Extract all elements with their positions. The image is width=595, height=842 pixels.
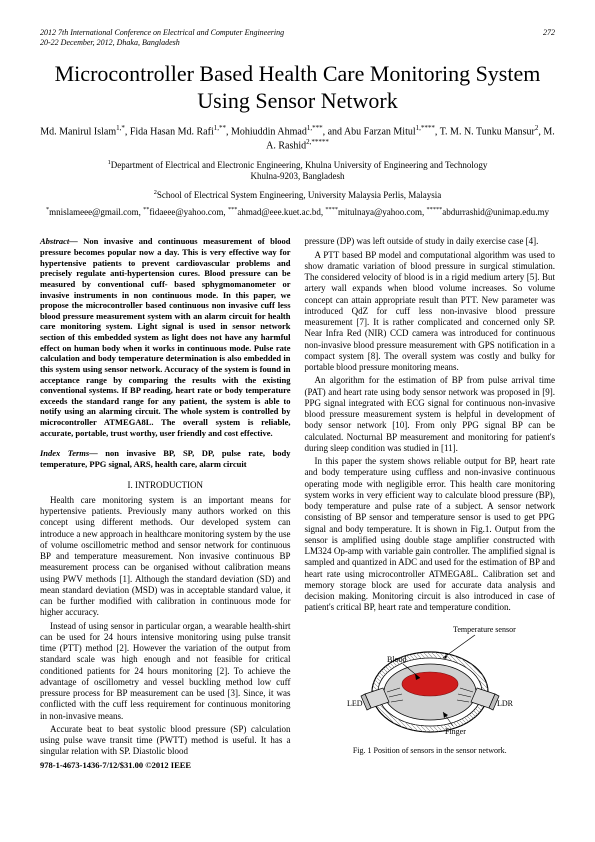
led-label: LED: [347, 699, 363, 708]
temp-sensor-label: Temperature sensor: [453, 625, 516, 634]
right-column: pressure (DP) was left outside of study …: [305, 236, 556, 770]
right-para-2: An algorithm for the estimation of BP fr…: [305, 375, 556, 454]
affiliation-2: 2School of Electrical System Engineering…: [40, 189, 555, 202]
abstract-text: Non invasive and continuous measurement …: [40, 236, 291, 437]
right-para-1: A PTT based BP model and computational a…: [305, 250, 556, 374]
intro-para-1: Health care monitoring system is an impo…: [40, 495, 291, 619]
abstract: Abstract— Non invasive and continuous me…: [40, 236, 291, 438]
index-terms-label: Index Terms—: [40, 448, 98, 458]
figure-1-svg: Temperature sensor: [325, 622, 535, 742]
right-para-0: pressure (DP) was left outside of study …: [305, 236, 556, 247]
conference-header-line1: 2012 7th International Conference on Ele…: [40, 28, 555, 38]
emails: *mnislameee@gmail.com, **fidaeee@yahoo.c…: [40, 206, 555, 219]
authors-line: Md. Manirul Islam1,*, Fida Hasan Md. Raf…: [40, 124, 555, 153]
abstract-label: Abstract—: [40, 236, 78, 246]
affiliation-1: 1Department of Electrical and Electronic…: [40, 159, 555, 172]
section-introduction-heading: I. INTRODUCTION: [40, 480, 291, 491]
paper-title: Microcontroller Based Health Care Monito…: [40, 61, 555, 114]
two-column-body: Abstract— Non invasive and continuous me…: [40, 236, 555, 770]
index-terms: Index Terms— non invasive BP, SP, DP, pu…: [40, 448, 291, 469]
intro-para-2: Instead of using sensor in particular or…: [40, 621, 291, 722]
intro-para-3: Accurate beat to beat systolic blood pre…: [40, 724, 291, 758]
finger-label: Finger: [445, 727, 466, 736]
figure-1-caption: Fig. 1 Position of sensors in the sensor…: [305, 746, 556, 756]
blood-label: Blood: [387, 655, 407, 664]
figure-1: Temperature sensor: [305, 622, 556, 756]
affiliation-1b: Khulna-9203, Bangladesh: [40, 171, 555, 183]
conference-header-line2: 20-22 December, 2012, Dhaka, Bangladesh: [40, 38, 555, 48]
page-number: 272: [543, 28, 555, 37]
copyright-line: 978-1-4673-1436-7/12/$31.00 ©2012 IEEE: [40, 760, 291, 771]
ldr-label: LDR: [497, 699, 514, 708]
left-column: Abstract— Non invasive and continuous me…: [40, 236, 291, 770]
right-para-3: In this paper the system shows reliable …: [305, 456, 556, 614]
